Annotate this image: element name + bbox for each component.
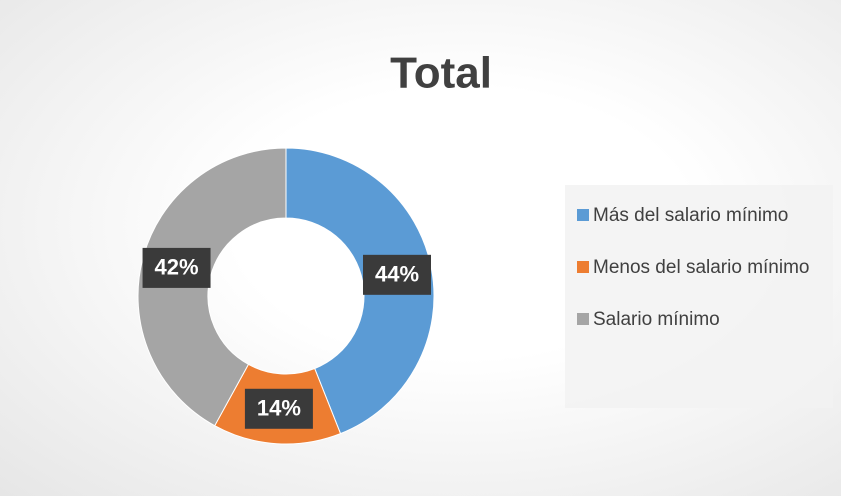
- slice: [137, 147, 287, 427]
- legend-label: Más del salario mínimo: [593, 205, 789, 226]
- data-label: 14%: [257, 396, 301, 421]
- legend-label: Salario mínimo: [593, 309, 720, 330]
- legend-swatch: [577, 261, 589, 273]
- slice: [285, 147, 435, 435]
- legend-item: Salario mínimo: [577, 307, 825, 333]
- chart-title: Total: [390, 49, 492, 98]
- data-label: 44%: [375, 262, 419, 287]
- legend-swatch: [577, 313, 589, 325]
- legend-item: Menos del salario mínimo: [577, 255, 825, 281]
- legend: Más del salario mínimo Menos del salario …: [565, 185, 833, 408]
- data-label: 42%: [155, 255, 199, 280]
- data-label-box: [142, 247, 211, 288]
- data-label-box: [244, 388, 313, 429]
- legend-swatch: [577, 209, 589, 221]
- data-label-box: [362, 254, 431, 295]
- legend-label: Menos del salario mínimo: [593, 257, 810, 278]
- legend-item: Más del salario mínimo: [577, 203, 825, 229]
